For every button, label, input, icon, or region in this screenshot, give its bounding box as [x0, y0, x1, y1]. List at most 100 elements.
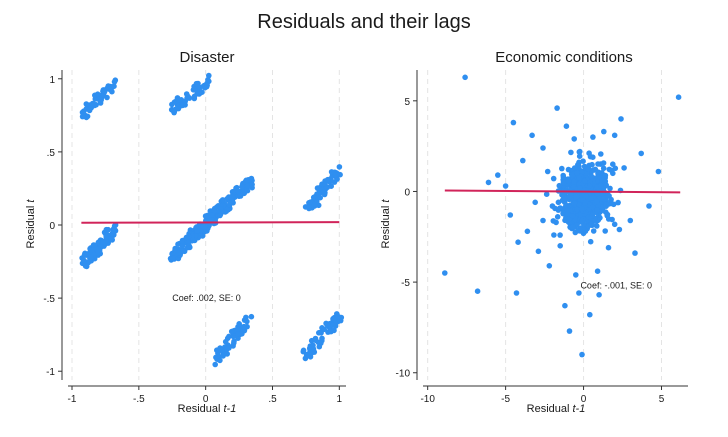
y-tick-label: 5 [404, 97, 410, 108]
scatter-point [94, 91, 101, 97]
scatter-point [239, 183, 245, 190]
scatter-point [186, 242, 192, 249]
scatter-point [582, 178, 588, 184]
scatter-point [332, 172, 339, 178]
x-axis-label-italic: t-1 [224, 403, 237, 415]
scatter-point [194, 228, 200, 235]
scatter-point [91, 242, 98, 248]
scatter-point [563, 123, 570, 129]
scatter-point [590, 134, 596, 140]
y-axis-label: Residual t [25, 199, 37, 249]
scatter-point [179, 102, 186, 109]
scatter-point [524, 228, 531, 235]
scatter-point [89, 100, 96, 107]
scatter-point [176, 249, 182, 256]
scatter-point [495, 172, 501, 178]
scatter-point [532, 199, 538, 206]
scatter-point [110, 227, 117, 234]
scatter-point [609, 216, 615, 223]
scatter-point [589, 212, 596, 219]
scatter-point [316, 190, 323, 197]
scatter-point [655, 168, 662, 175]
scatter-point [220, 353, 226, 359]
y-axis-label: Residual t [380, 199, 392, 249]
scatter-point [191, 93, 198, 100]
scatter-point [300, 347, 307, 354]
x-tick-label: 5 [659, 394, 665, 405]
x-tick-label: -.5 [133, 394, 145, 405]
scatter-point [560, 179, 567, 186]
scatter-point [618, 116, 624, 122]
scatter-point [316, 330, 322, 336]
scatter-point [321, 191, 328, 198]
scatter-point [103, 234, 109, 240]
scatter-point [594, 268, 601, 275]
scatter-point [571, 178, 577, 185]
scatter-point [209, 212, 215, 218]
scatter-point [606, 201, 612, 207]
scatter-point [513, 290, 520, 296]
scatter-point [579, 351, 585, 358]
axes [416, 70, 688, 387]
scatter-point [546, 263, 553, 269]
data-points [79, 72, 345, 368]
scatter-point [95, 246, 102, 253]
scatter-point [202, 213, 209, 219]
scatter-point [331, 316, 338, 323]
scatter-point [540, 217, 546, 224]
scatter-point [587, 238, 594, 245]
tick-labels: -10 -5 0 5 -10 -5 0 5 [396, 97, 665, 405]
scatter-point [605, 244, 612, 251]
x-tick-label: -1 [68, 394, 77, 405]
scatter-point [331, 327, 337, 334]
scatter-point [502, 183, 509, 189]
scatter-point [310, 346, 317, 352]
scatter-point [306, 205, 312, 212]
scatter-point [169, 107, 176, 113]
scatter-point [602, 228, 608, 234]
scatter-point [612, 165, 619, 172]
x-axis-label: Residual t-1 [527, 403, 586, 415]
scatter-point [559, 192, 565, 198]
y-tick-label: -5 [401, 278, 410, 289]
x-tick-label: -10 [420, 394, 435, 405]
scatter-point [442, 270, 448, 276]
scatter-point [183, 91, 190, 97]
fit-line [444, 189, 681, 194]
x-axis-label: Residual t-1 [178, 403, 237, 415]
scatter-point [611, 132, 618, 139]
scatter-point [329, 322, 336, 329]
scatter-point [581, 163, 588, 170]
scatter-point [485, 179, 492, 186]
fit-line-group [81, 221, 340, 224]
scatter-point [101, 90, 107, 96]
scatter-point [675, 94, 682, 100]
scatter-point [600, 160, 607, 166]
scatter-point [556, 182, 563, 189]
scatter-point [598, 183, 604, 189]
scatter-point [615, 199, 621, 206]
scatter-point [240, 323, 247, 330]
y-tick-label: 1 [49, 75, 55, 86]
scatter-point [551, 232, 557, 238]
scatter-point [193, 80, 200, 87]
scatter-point [248, 313, 255, 320]
scatter-point [226, 333, 232, 340]
scatter-point [604, 212, 610, 219]
y-axis-label-italic: t [380, 199, 392, 203]
scatter-point [200, 223, 206, 230]
scatter-point [586, 182, 593, 189]
scatter-point [607, 185, 613, 192]
scatter-point [565, 178, 572, 184]
scatter-point [204, 82, 210, 89]
scatter-point [573, 193, 580, 200]
scatter-point [529, 132, 535, 139]
scatter-point [579, 206, 585, 212]
scatter-point [557, 232, 563, 238]
scatter-point [105, 226, 111, 233]
scatter-point [588, 173, 595, 180]
scatter-point [601, 128, 607, 135]
x-axis-label-main: Residual [178, 403, 224, 415]
scatter-point [550, 218, 557, 224]
